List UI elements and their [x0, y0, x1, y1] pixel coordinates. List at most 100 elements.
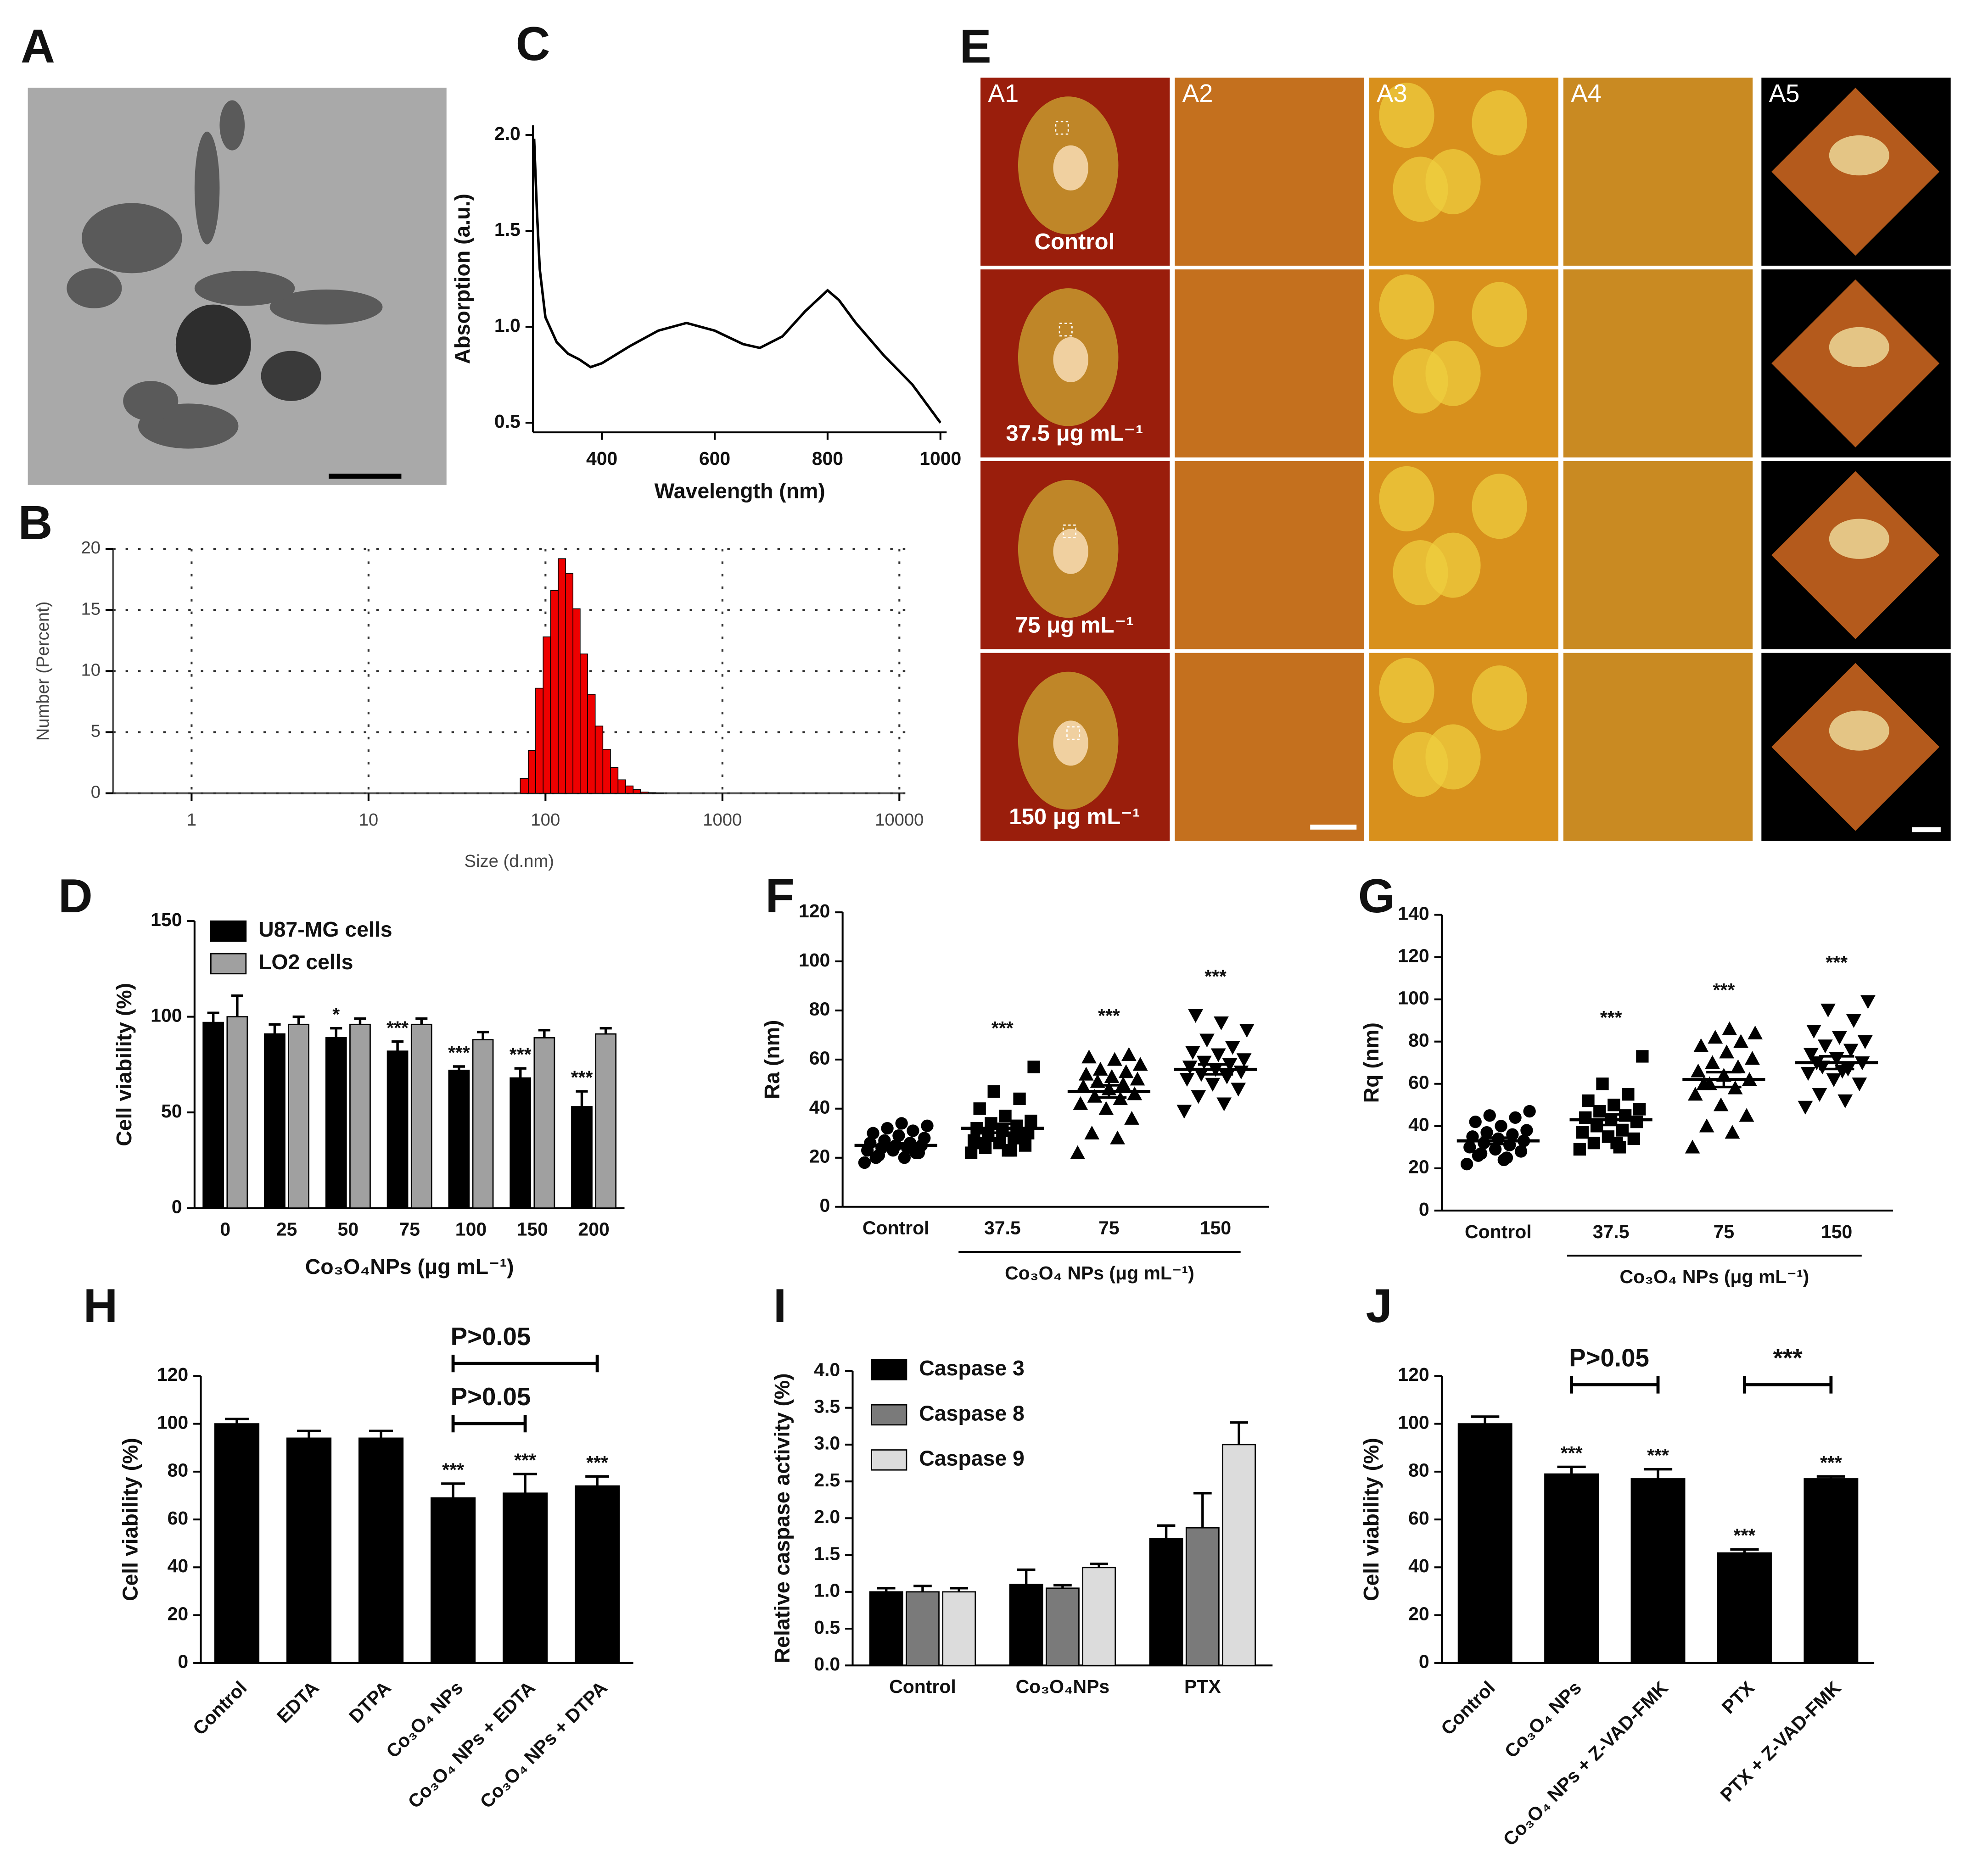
surface-peak — [1829, 135, 1889, 176]
bar — [1082, 1567, 1116, 1666]
y-tick-label: 100 — [151, 1005, 182, 1026]
y-tick-label: 20 — [1408, 1603, 1429, 1624]
y-tick-label: 40 — [809, 1097, 830, 1118]
data-point — [895, 1117, 908, 1130]
bar — [1149, 1538, 1183, 1666]
y-axis-title: Cell viability (%) — [112, 983, 136, 1146]
data-point — [1725, 1125, 1740, 1139]
bracket-label: P>0.05 — [451, 1323, 531, 1351]
bar — [502, 1492, 548, 1664]
particles — [67, 100, 383, 449]
bar — [1544, 1473, 1599, 1664]
data-point — [1708, 1030, 1723, 1044]
histogram-bar — [528, 750, 536, 794]
afm-image — [1175, 78, 1364, 266]
histogram-bar — [633, 789, 641, 794]
bar — [349, 1023, 371, 1209]
data-point — [1199, 1033, 1215, 1048]
x-tick-label: 200 — [578, 1218, 609, 1240]
group-label: Co₃O₄ NPs (μg mL⁻¹) — [1620, 1266, 1809, 1287]
panel-label: B — [18, 496, 53, 549]
row-label: 150 μg mL⁻¹ — [1009, 804, 1140, 829]
significance: *** — [386, 1017, 409, 1038]
data-point — [1798, 1100, 1813, 1115]
y-tick-label: 3.5 — [814, 1396, 840, 1417]
data-point — [1812, 1088, 1827, 1102]
data-point — [1832, 1031, 1847, 1045]
afm-image — [1563, 269, 1753, 458]
y-tick-label: 3.0 — [814, 1433, 840, 1454]
x-tick-label: 100 — [531, 810, 560, 830]
y-tick-label: 80 — [168, 1460, 189, 1481]
data-point — [1472, 1149, 1485, 1162]
data-point — [858, 1156, 871, 1169]
column-label: A2 — [1182, 79, 1213, 107]
data-point — [1497, 1153, 1510, 1167]
data-point — [869, 1151, 882, 1164]
y-tick-label: 1.0 — [494, 315, 521, 336]
x-tick-label: 75 — [1098, 1217, 1120, 1239]
histogram-bar — [617, 779, 626, 794]
data-point — [1608, 1099, 1620, 1111]
data-point — [1025, 1114, 1037, 1128]
bar — [533, 1037, 555, 1209]
data-point — [1748, 1025, 1763, 1039]
x-tick-label: 75 — [399, 1218, 420, 1240]
data-point — [1176, 1105, 1192, 1119]
panel-label: D — [58, 869, 93, 922]
y-tick-label: 120 — [157, 1364, 188, 1385]
data-point — [1633, 1103, 1646, 1116]
y-tick-label: 1.5 — [494, 219, 521, 240]
data-point — [1115, 1076, 1131, 1091]
data-point — [881, 1122, 894, 1135]
data-point — [1210, 1048, 1226, 1062]
data-point — [898, 1151, 911, 1164]
surface-peak — [1829, 710, 1889, 751]
bar — [595, 1033, 617, 1209]
y-tick-label: 100 — [1398, 987, 1429, 1008]
x-tick-label: Control — [889, 1676, 956, 1697]
y-tick-label: 0 — [91, 782, 101, 802]
bar — [510, 1077, 532, 1209]
sem-bar — [1819, 1055, 1854, 1071]
x-tick-label: 37.5 — [984, 1217, 1021, 1239]
y-tick-label: 20 — [1408, 1156, 1429, 1178]
x-tick-label: 0 — [220, 1218, 230, 1240]
bar — [1045, 1587, 1080, 1666]
x-tick-label: 75 — [1714, 1221, 1735, 1242]
legend-swatch — [871, 1404, 907, 1426]
bar — [942, 1591, 976, 1666]
y-tick-label: 15 — [81, 599, 101, 619]
data-point — [1073, 1096, 1088, 1110]
data-point — [1685, 1139, 1700, 1154]
afm-image — [1563, 78, 1753, 266]
bar — [1630, 1478, 1686, 1664]
bar — [288, 1023, 309, 1209]
x-tick-label: 1 — [187, 810, 196, 830]
legend-label: Caspase 8 — [919, 1401, 1025, 1425]
data-point — [1489, 1143, 1502, 1156]
y-tick-label: 60 — [1408, 1508, 1429, 1529]
histogram-bar — [587, 694, 596, 794]
x-tick-label: 400 — [586, 448, 617, 469]
data-point — [1846, 1014, 1861, 1028]
data-point — [1806, 1025, 1821, 1039]
x-tick-label: 1000 — [919, 448, 961, 469]
data-point — [1182, 1061, 1198, 1075]
data-point — [976, 1137, 989, 1150]
significance: *** — [1734, 1525, 1756, 1546]
y-tick-label: 60 — [168, 1508, 189, 1529]
y-axis-title: Relative caspase activity (%) — [770, 1373, 794, 1663]
legend-label: Caspase 9 — [919, 1446, 1025, 1470]
y-tick-label: 80 — [1408, 1460, 1429, 1481]
bar — [448, 1069, 470, 1209]
column-label: A4 — [1571, 79, 1602, 107]
surface-bump — [1472, 282, 1527, 347]
significance: *** — [571, 1067, 593, 1088]
x-tick-label: 150 — [1821, 1221, 1852, 1242]
y-tick-label: 100 — [1398, 1412, 1429, 1433]
particle — [194, 131, 220, 245]
significance: *** — [442, 1459, 464, 1480]
significance: *** — [1820, 1452, 1842, 1473]
